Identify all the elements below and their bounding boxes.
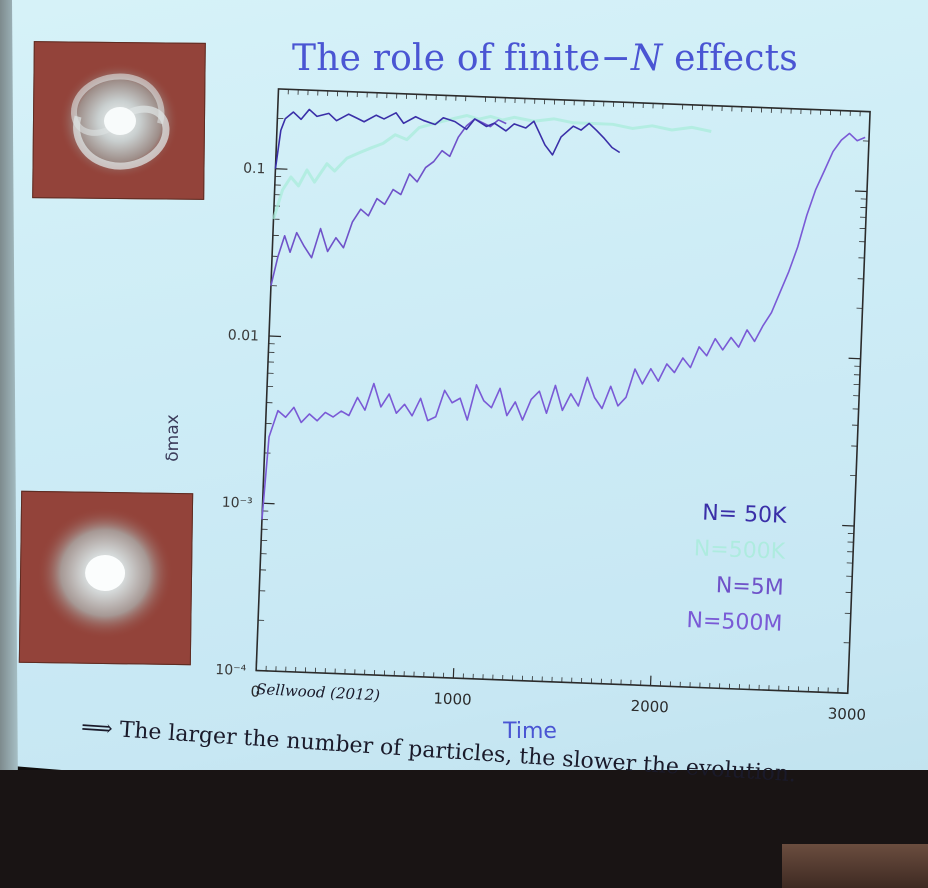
plot-frame (255, 88, 871, 695)
x-tick-label: 1000 (433, 689, 472, 708)
legend-entry-n-500m: N=500M (686, 608, 783, 637)
x-tick-label: 2000 (630, 697, 669, 716)
projector-corner (782, 844, 928, 888)
legend-entry-n-5m: N=5M (715, 573, 784, 601)
y-tick-label: 10⁻³ (221, 495, 252, 512)
slide-title: The role of finite−N effects (292, 38, 798, 79)
x-axis-label: Time (502, 719, 557, 744)
y-axis-label: δmax (163, 414, 183, 461)
series-line-n-500m (261, 132, 866, 520)
spiral-galaxy-image (32, 41, 206, 200)
y-tick-label: 0.01 (228, 327, 260, 344)
y-tick-label: 10⁻⁴ (215, 662, 247, 679)
series-line-n-500k (272, 114, 712, 220)
legend-entry-n-50k: N= 50K (702, 501, 788, 529)
screen-left-frame (0, 0, 18, 790)
series-line-n-50k (274, 108, 621, 169)
y-axis-label-delta: δmax (163, 414, 183, 461)
series-line-n-5m (270, 118, 507, 286)
x-tick-label: 0 (250, 682, 260, 700)
x-tick-label: 3000 (827, 705, 866, 724)
y-tick-label: 0.1 (243, 161, 266, 178)
room-floor-shadow (0, 770, 928, 888)
smooth-galaxy-image (18, 490, 194, 666)
legend-entry-n-500k: N=500K (693, 536, 786, 565)
citation: Sellwood (2012) (256, 680, 381, 704)
